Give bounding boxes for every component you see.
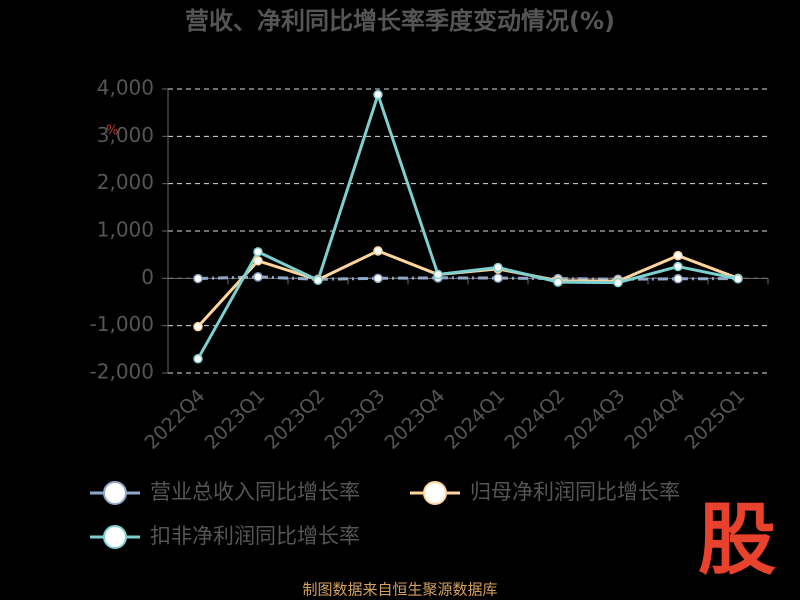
data-point (313, 275, 323, 285)
y-tick-label: 4,000 (97, 76, 154, 100)
data-point (673, 274, 683, 284)
series-line (196, 89, 739, 360)
data-point (193, 273, 203, 284)
y-tick-label: 2,000 (97, 170, 154, 194)
data-point (673, 250, 683, 261)
data-point (373, 273, 383, 284)
y-tick-label: -2,000 (90, 360, 154, 384)
data-point (253, 256, 263, 266)
data-point (493, 262, 503, 273)
chart-title: 营收、净利同比增长率季度变动情况(%) (185, 7, 615, 35)
legend-marker (103, 481, 127, 505)
data-point (253, 272, 263, 282)
data-point (193, 321, 203, 332)
data-point (373, 89, 383, 100)
data-point (613, 277, 623, 288)
legend-marker (103, 525, 127, 549)
legend-label: 营业总收入同比增长率 (150, 480, 360, 504)
data-point (193, 354, 203, 364)
data-point (253, 247, 263, 257)
legend-label: 归母净利润同比增长率 (470, 480, 680, 504)
unit-mark: % (106, 124, 118, 139)
data-point (373, 246, 383, 256)
data-point (673, 261, 683, 272)
data-point (733, 274, 743, 284)
watermark: 股 (698, 495, 776, 585)
data-point (433, 269, 443, 280)
source-note: 制图数据来自恒生聚源数据库 (302, 581, 497, 599)
data-point (553, 277, 563, 287)
y-tick-label: -1,000 (90, 312, 154, 336)
y-tick-label: 1,000 (97, 218, 154, 242)
y-tick-label: 3,000 (97, 123, 154, 147)
legend-marker (423, 481, 447, 505)
data-point (493, 273, 503, 283)
y-tick-label: 0 (141, 265, 154, 289)
legend-label: 扣非净利润同比增长率 (150, 524, 360, 548)
